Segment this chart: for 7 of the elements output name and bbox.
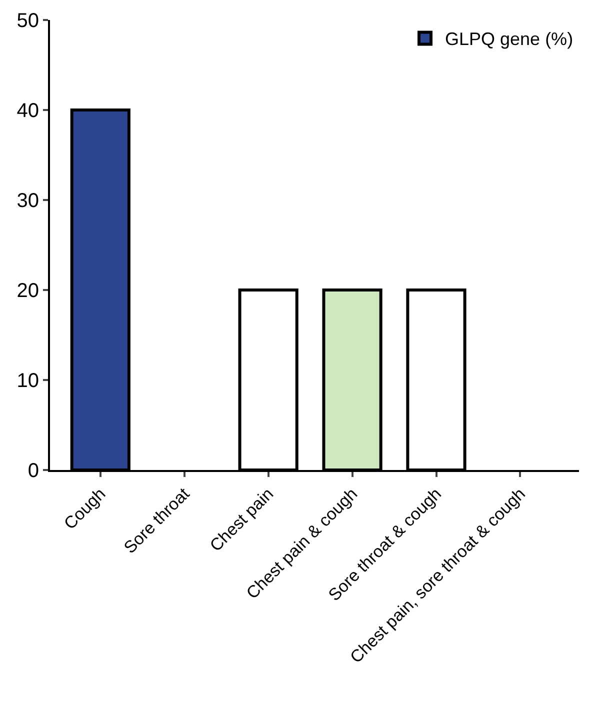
legend-label: GLPQ gene (%) <box>445 29 574 50</box>
y-tick-label: 10 <box>16 370 39 392</box>
y-tick-label: 50 <box>16 10 39 32</box>
y-tick-label: 20 <box>16 280 39 302</box>
y-tick-label: 40 <box>16 100 39 122</box>
y-tick-label: 30 <box>16 190 39 212</box>
y-tick-label: 0 <box>28 460 39 482</box>
